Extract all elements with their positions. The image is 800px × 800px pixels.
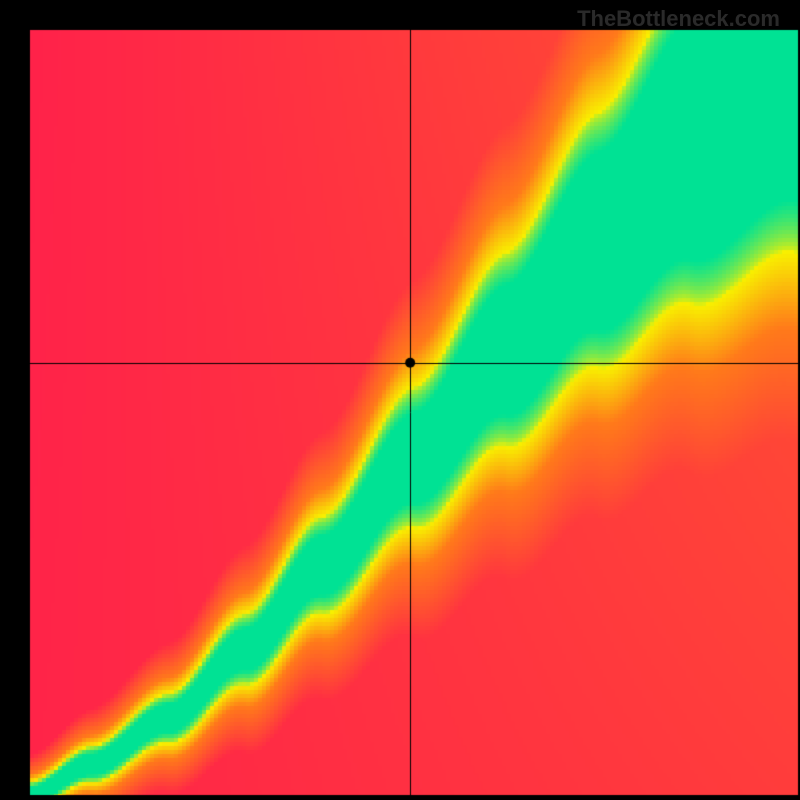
chart-container: TheBottleneck.com bbox=[0, 0, 800, 800]
bottleneck-heatmap bbox=[0, 0, 800, 800]
source-attribution: TheBottleneck.com bbox=[577, 6, 780, 32]
